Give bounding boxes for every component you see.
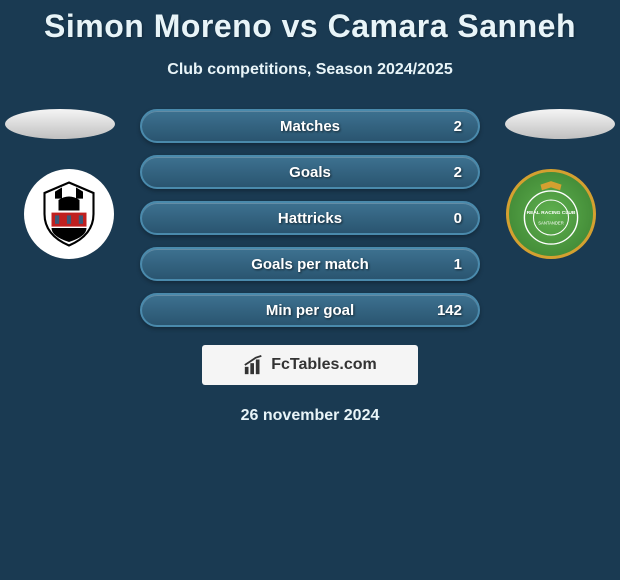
stat-label: Goals: [289, 164, 331, 181]
stat-value: 2: [454, 164, 462, 181]
ellipse-right: [505, 109, 615, 139]
svg-text:REAL RACING CLUB: REAL RACING CLUB: [527, 210, 576, 216]
branding-text: FcTables.com: [271, 356, 377, 374]
stat-row-goals: Goals 2: [140, 155, 480, 189]
comparison-content: REAL RACING CLUB SANTANDER Matches 2 Goa…: [0, 109, 620, 425]
stat-row-matches: Matches 2: [140, 109, 480, 143]
branding-box: FcTables.com: [202, 345, 418, 385]
stat-row-gpm: Goals per match 1: [140, 247, 480, 281]
stat-row-hattricks: Hattricks 0: [140, 201, 480, 235]
subtitle: Club competitions, Season 2024/2025: [0, 61, 620, 79]
club-badge-left: [24, 169, 114, 259]
stat-label: Matches: [280, 118, 340, 135]
stat-value: 2: [454, 118, 462, 135]
svg-text:SANTANDER: SANTANDER: [538, 221, 564, 226]
stat-value: 1: [454, 256, 462, 273]
stat-value: 0: [454, 210, 462, 227]
chart-icon: [243, 354, 265, 376]
stat-value: 142: [437, 302, 462, 319]
stat-label: Goals per match: [251, 256, 369, 273]
club-crest-icon: REAL RACING CLUB SANTANDER: [516, 179, 586, 249]
stat-label: Min per goal: [266, 302, 354, 319]
shield-icon: [34, 179, 104, 249]
stat-row-mpg: Min per goal 142: [140, 293, 480, 327]
date-text: 26 november 2024: [0, 407, 620, 425]
ellipse-left: [5, 109, 115, 139]
stat-label: Hattricks: [278, 210, 342, 227]
club-badge-right: REAL RACING CLUB SANTANDER: [506, 169, 596, 259]
page-title: Simon Moreno vs Camara Sanneh: [0, 0, 620, 45]
